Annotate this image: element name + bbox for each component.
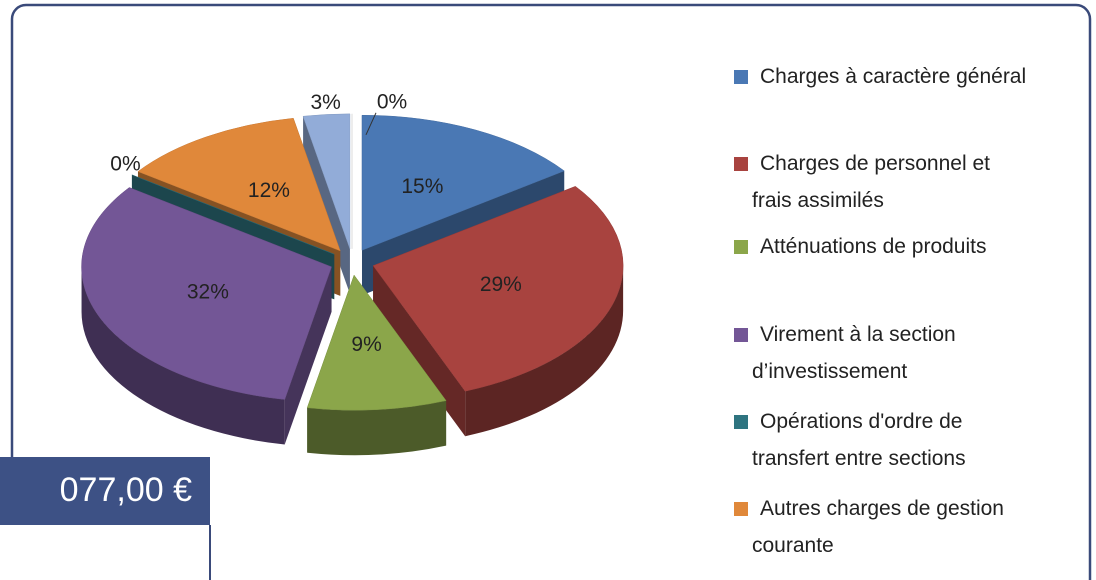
data-label: 12% — [248, 179, 290, 202]
slice-top — [306, 274, 447, 411]
slice-wall — [307, 400, 447, 456]
legend-label: Opérations d'ordre de transfert entre se… — [752, 410, 966, 470]
amount-box — [0, 457, 210, 525]
pie: 15% 29% 9% 32% 0% 12% 3% 0% — [81, 90, 624, 456]
slice-top — [372, 186, 624, 392]
legend-label: Charges à caractère général — [760, 65, 1027, 88]
legend-swatch — [734, 70, 748, 84]
slice-top — [81, 187, 332, 400]
legend-label: Autres charges de gestion courante — [752, 497, 1004, 557]
data-label: 15% — [401, 175, 443, 198]
slice-top — [137, 117, 341, 252]
slice — [306, 274, 447, 456]
slice-wall — [465, 265, 624, 437]
legend-label: Virement à la section d’investissement — [752, 323, 956, 383]
legend-swatch — [734, 328, 748, 342]
slice — [372, 186, 624, 437]
legend-label: Charges de personnel et frais assimilés — [752, 152, 990, 212]
data-label: 3% — [310, 91, 340, 114]
slice-side — [284, 266, 332, 445]
legend-swatch — [734, 415, 748, 429]
legend-swatch — [734, 157, 748, 171]
slice-top — [302, 113, 351, 249]
amount-under — [0, 525, 210, 580]
amount-text: 077,00 € — [60, 471, 192, 509]
data-label: 0% — [110, 153, 140, 176]
data-label: 0% — [377, 90, 407, 113]
data-label: 9% — [351, 333, 381, 356]
slice-top — [361, 114, 565, 251]
legend-label: Atténuations de produits — [760, 235, 987, 258]
data-label: 32% — [187, 280, 229, 303]
leader-line — [365, 112, 377, 136]
slice-wall — [81, 266, 285, 445]
slice — [81, 187, 332, 445]
legend-swatch — [734, 502, 748, 516]
data-label: 29% — [480, 273, 522, 296]
slice-side — [373, 265, 466, 437]
legend-swatch — [734, 240, 748, 254]
